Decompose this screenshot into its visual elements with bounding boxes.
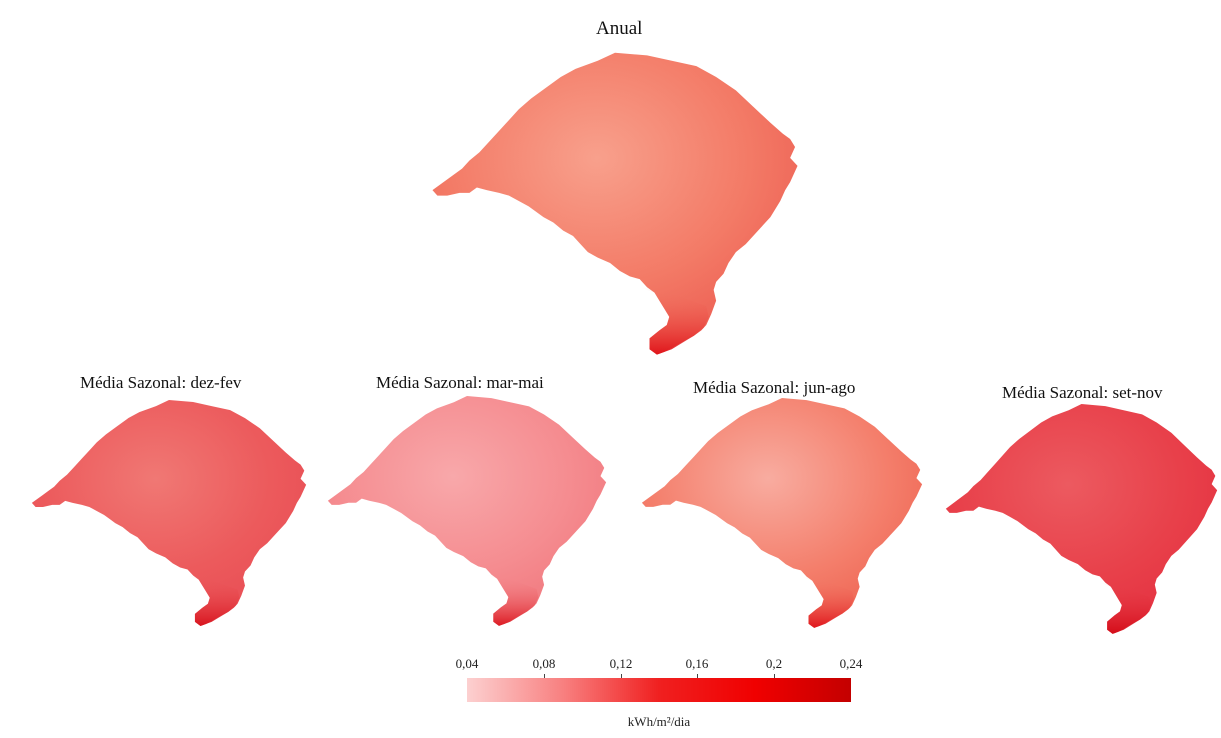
coastal-tip-region xyxy=(485,574,539,626)
coastal-tip-region xyxy=(800,576,854,628)
state-shape xyxy=(432,52,798,355)
state-map-set-nov xyxy=(945,404,1218,634)
panel-title-mar-mai: Média Sazonal: mar-mai xyxy=(376,373,544,392)
panel-title-set-nov: Média Sazonal: set-nov xyxy=(1002,383,1163,402)
state-shape xyxy=(945,404,1218,634)
legend-tick-label: 0,12 xyxy=(609,656,633,671)
state-map-mar-mai xyxy=(327,396,607,626)
state-map-anual xyxy=(432,52,798,355)
legend-tick-label: 0,16 xyxy=(685,656,709,671)
coastal-tip-region xyxy=(1099,582,1152,634)
state-shape xyxy=(641,398,923,628)
legend-unit-label: kWh/m²/dia xyxy=(627,714,691,729)
legend-tick-mark xyxy=(774,674,775,680)
coastal-tip-region xyxy=(187,575,240,626)
legend-tick-label: 0,24 xyxy=(839,656,863,671)
legend-tick-mark xyxy=(621,674,622,680)
panel-title-anual: Anual xyxy=(596,18,643,39)
legend-tick-mark xyxy=(697,674,698,680)
legend-tick-label: 0,08 xyxy=(532,656,556,671)
state-map-jun-ago xyxy=(641,398,923,628)
coastal-tip-region xyxy=(639,287,709,355)
legend-color-bar xyxy=(467,678,851,702)
state-shape xyxy=(327,396,607,626)
legend-tick-label: 0,04 xyxy=(455,656,479,671)
legend-tick-mark xyxy=(544,674,545,680)
panel-title-jun-ago: Média Sazonal: jun-ago xyxy=(693,378,856,397)
panel-title-dez-fev: Média Sazonal: dez-fev xyxy=(80,373,242,392)
state-shape xyxy=(31,400,307,626)
color-legend: 0,04 0,08 0,12 0,16 0,2 0,24 kWh/m²/dia xyxy=(440,650,870,738)
state-map-dez-fev xyxy=(31,400,307,626)
legend-tick-label: 0,2 xyxy=(765,656,783,671)
